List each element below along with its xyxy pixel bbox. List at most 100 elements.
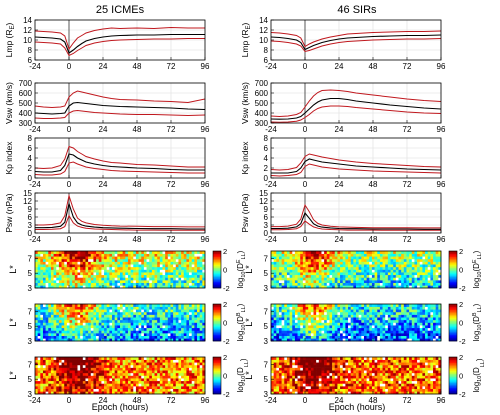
heatmap-cell xyxy=(98,367,102,371)
heatmap-cell xyxy=(356,319,359,323)
heatmap-cell xyxy=(48,335,52,339)
heatmap-cell xyxy=(278,325,282,329)
heatmap-cell xyxy=(80,282,84,286)
heatmap-cell xyxy=(175,359,179,363)
heatmap-cell xyxy=(178,383,182,387)
heatmap-cell xyxy=(379,330,383,334)
colorbar-swatch xyxy=(213,333,221,336)
heatmap-cell xyxy=(191,277,195,281)
heatmap-cell xyxy=(114,269,118,273)
heatmap-cell xyxy=(96,359,100,363)
heatmap-cell xyxy=(382,338,386,342)
heatmap-cell xyxy=(138,253,142,257)
heatmap-cell xyxy=(45,304,49,307)
heatmap-cell xyxy=(167,266,171,270)
heatmap-cell xyxy=(340,327,344,331)
heatmap-cell xyxy=(157,309,161,313)
heatmap-cell xyxy=(302,309,306,313)
heatmap-cell xyxy=(157,338,161,342)
heatmap-cell xyxy=(143,375,147,379)
heatmap-cell xyxy=(321,251,325,254)
heatmap-cell xyxy=(106,304,110,307)
heatmap-cell xyxy=(297,325,301,329)
heatmap-cell xyxy=(350,251,354,254)
heatmap-cell xyxy=(356,266,359,270)
heatmap-cell xyxy=(363,330,367,334)
heatmap-cell xyxy=(414,306,418,310)
heatmap-cell xyxy=(369,309,373,313)
heatmap-cell xyxy=(186,317,190,321)
heatmap-cell xyxy=(308,335,312,339)
heatmap-cell xyxy=(194,338,198,342)
heatmap-cell xyxy=(313,280,317,284)
heatmap-cell xyxy=(120,274,123,278)
heatmap-cell xyxy=(85,277,89,281)
heatmap-cell xyxy=(324,261,328,265)
y-axis-label: L* xyxy=(244,265,254,274)
heatmap-cell xyxy=(358,282,362,286)
heatmap-cell xyxy=(430,311,434,315)
heatmap-cell xyxy=(409,319,413,323)
heatmap-cell xyxy=(114,359,118,363)
y-tick-label: 15 xyxy=(259,189,268,198)
heatmap-cell xyxy=(143,319,147,323)
heatmap-cell xyxy=(146,359,150,363)
heatmap-cell xyxy=(300,269,304,273)
heatmap-cell xyxy=(45,317,49,321)
heatmap-cell xyxy=(390,261,394,265)
heatmap-cell xyxy=(197,325,200,329)
heatmap-cell xyxy=(374,264,378,268)
colorbar-swatch xyxy=(449,269,457,272)
heatmap-cell xyxy=(401,338,405,342)
heatmap-cell xyxy=(117,367,121,371)
heatmap-cell xyxy=(289,277,293,281)
heatmap-cell xyxy=(329,338,333,342)
heatmap-cell xyxy=(61,285,65,289)
heatmap-cell xyxy=(104,317,108,321)
heatmap-cell xyxy=(361,253,365,257)
heatmap-cell xyxy=(104,264,108,268)
heatmap-cell xyxy=(194,285,198,289)
heatmap-cell xyxy=(48,322,52,326)
heatmap-cell xyxy=(56,282,60,286)
heatmap-cell xyxy=(101,388,105,392)
heatmap-cell xyxy=(361,322,365,326)
heatmap-cell xyxy=(173,330,177,334)
heatmap-cell xyxy=(435,338,439,342)
heatmap-cell xyxy=(151,362,155,366)
heatmap-cell xyxy=(183,330,187,334)
heatmap-cell xyxy=(345,261,349,265)
heatmap-cell xyxy=(109,264,113,268)
heatmap-cell xyxy=(197,309,200,313)
heatmap-cell xyxy=(310,282,314,286)
heatmap-cell xyxy=(88,261,92,265)
heatmap-cell xyxy=(194,372,198,376)
heatmap-cell xyxy=(310,333,314,337)
heatmap-cell xyxy=(173,370,177,374)
heatmap-cell xyxy=(435,317,439,321)
heatmap-cell xyxy=(77,322,81,326)
heatmap-cell xyxy=(374,266,378,270)
heatmap-cell xyxy=(324,319,328,323)
heatmap-cell xyxy=(104,261,108,265)
heatmap-cell xyxy=(82,269,86,273)
heatmap-cell xyxy=(96,333,100,337)
heatmap-cell xyxy=(80,319,84,323)
heatmap-cell xyxy=(189,357,193,360)
heatmap-cell xyxy=(183,357,187,360)
heatmap-cell xyxy=(98,317,102,321)
heatmap-cell xyxy=(353,253,357,257)
heatmap-cell xyxy=(125,322,129,326)
heatmap-cell xyxy=(173,335,177,339)
heatmap-cell xyxy=(162,378,166,382)
heatmap-cell xyxy=(356,327,359,331)
y-axis-label: L* xyxy=(8,265,18,274)
heatmap-cell xyxy=(82,380,86,384)
heatmap-cell xyxy=(138,359,142,363)
heatmap-cell xyxy=(286,335,290,339)
heatmap-cell xyxy=(433,335,436,339)
heatmap-cell xyxy=(125,357,129,360)
heatmap-cell xyxy=(120,338,123,342)
heatmap-cell xyxy=(162,253,166,257)
heatmap-cell xyxy=(395,272,399,276)
